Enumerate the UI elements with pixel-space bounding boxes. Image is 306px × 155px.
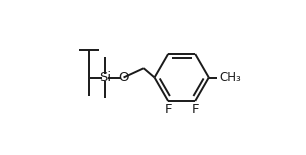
Text: F: F	[192, 103, 199, 116]
Text: Si: Si	[99, 71, 111, 84]
Text: O: O	[118, 71, 129, 84]
Text: CH₃: CH₃	[219, 71, 241, 84]
Text: F: F	[164, 103, 172, 116]
